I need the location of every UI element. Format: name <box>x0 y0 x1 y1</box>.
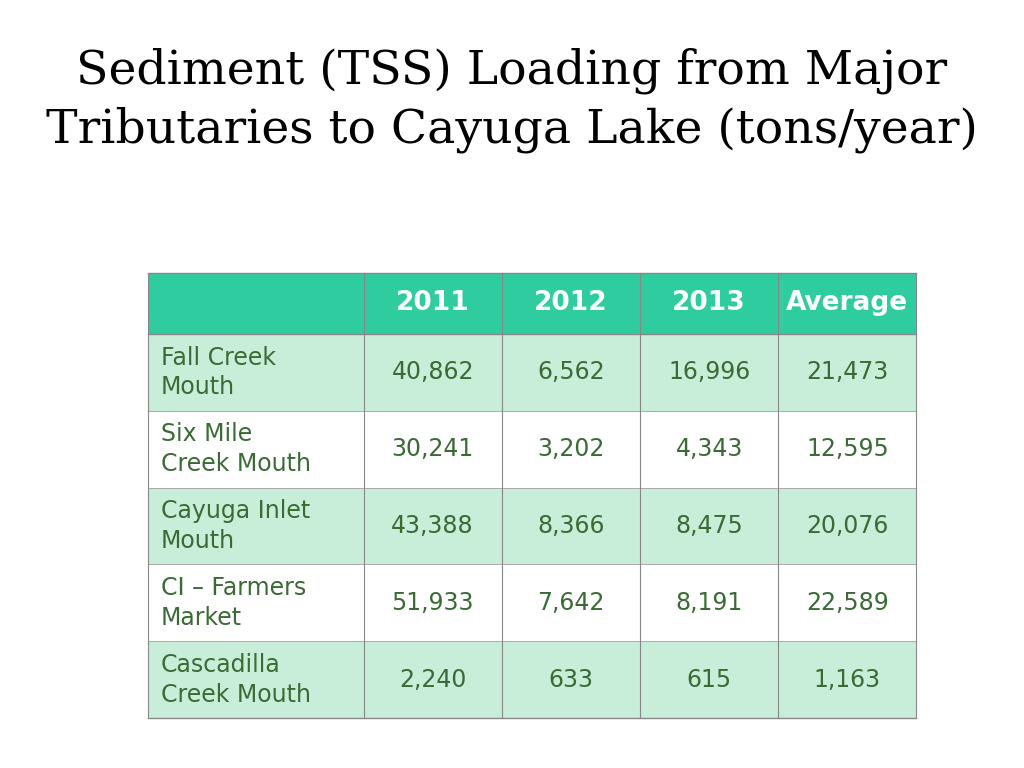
Text: 21,473: 21,473 <box>806 360 889 385</box>
Text: 7,642: 7,642 <box>538 591 604 615</box>
Text: Cascadilla
Creek Mouth: Cascadilla Creek Mouth <box>161 653 310 707</box>
Text: Six Mile
Creek Mouth: Six Mile Creek Mouth <box>161 422 310 476</box>
Text: CI – Farmers
Market: CI – Farmers Market <box>161 576 306 630</box>
Text: Average: Average <box>786 290 908 316</box>
Text: Cayuga Inlet
Mouth: Cayuga Inlet Mouth <box>161 499 310 553</box>
Text: 40,862: 40,862 <box>391 360 474 385</box>
Text: 12,595: 12,595 <box>806 437 889 462</box>
Text: 51,933: 51,933 <box>391 591 474 615</box>
Text: 2011: 2011 <box>395 290 470 316</box>
Text: 2012: 2012 <box>535 290 607 316</box>
Text: 16,996: 16,996 <box>668 360 751 385</box>
Text: 2013: 2013 <box>673 290 745 316</box>
Text: Sediment (TSS) Loading from Major
Tributaries to Cayuga Lake (tons/year): Sediment (TSS) Loading from Major Tribut… <box>46 47 978 153</box>
Text: 6,562: 6,562 <box>537 360 605 385</box>
Text: 8,366: 8,366 <box>538 514 604 538</box>
Text: 20,076: 20,076 <box>806 514 889 538</box>
Bar <box>148 273 916 334</box>
Bar <box>148 564 916 641</box>
Bar <box>148 411 916 488</box>
Text: 633: 633 <box>549 667 593 692</box>
Text: 8,475: 8,475 <box>675 514 743 538</box>
Text: 8,191: 8,191 <box>676 591 742 615</box>
Text: 615: 615 <box>686 667 732 692</box>
Text: Fall Creek
Mouth: Fall Creek Mouth <box>161 346 275 399</box>
Text: 1,163: 1,163 <box>814 667 881 692</box>
Text: 3,202: 3,202 <box>538 437 604 462</box>
Bar <box>148 641 916 718</box>
Text: 4,343: 4,343 <box>676 437 742 462</box>
Text: 22,589: 22,589 <box>806 591 889 615</box>
Bar <box>148 334 916 411</box>
Text: 30,241: 30,241 <box>391 437 474 462</box>
Text: 43,388: 43,388 <box>391 514 474 538</box>
Text: 2,240: 2,240 <box>399 667 466 692</box>
Bar <box>148 488 916 564</box>
